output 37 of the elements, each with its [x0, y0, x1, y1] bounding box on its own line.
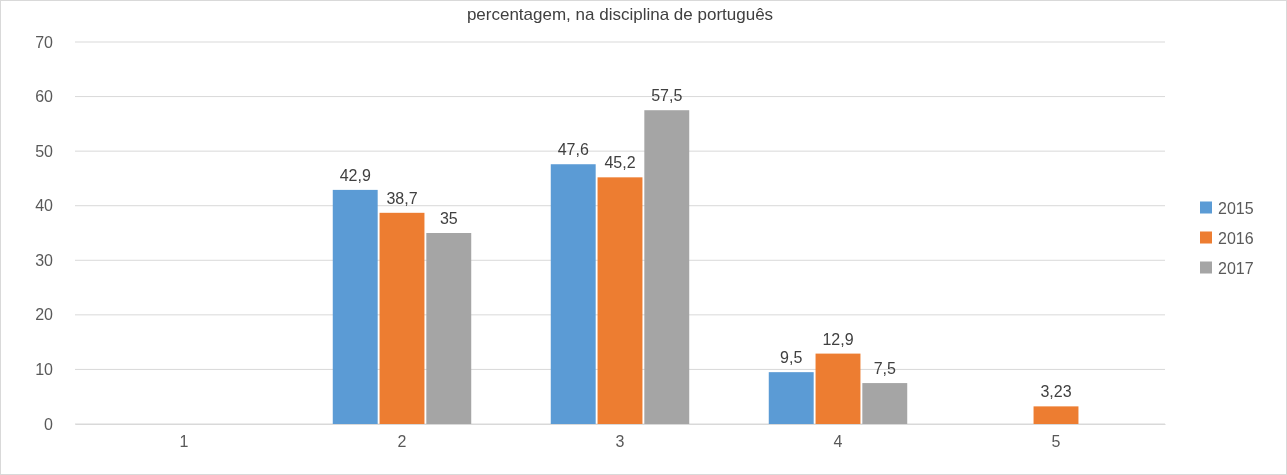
data-label: 7,5 — [873, 360, 896, 378]
bar — [426, 233, 472, 424]
data-label: 57,5 — [651, 87, 683, 105]
bar — [332, 189, 378, 424]
data-label: 45,2 — [604, 154, 636, 172]
y-tick-label: 50 — [35, 142, 54, 160]
x-tick-label: 5 — [1051, 433, 1061, 451]
bar — [550, 164, 596, 424]
bar — [768, 372, 814, 424]
y-tick-label: 60 — [35, 88, 54, 106]
data-label: 38,7 — [386, 189, 418, 207]
data-label: 9,5 — [780, 349, 803, 367]
data-label: 12,9 — [822, 330, 854, 348]
bar — [379, 212, 425, 424]
y-tick-label: 70 — [35, 33, 54, 51]
y-tick-label: 10 — [35, 361, 54, 379]
data-label: 35 — [439, 210, 458, 227]
x-tick-label: 1 — [179, 433, 189, 451]
y-tick-label: 0 — [44, 415, 54, 433]
y-tick-label: 30 — [35, 251, 54, 269]
x-tick-label: 2 — [397, 433, 407, 451]
bar — [597, 177, 643, 424]
data-label: 3,23 — [1040, 383, 1072, 401]
legend-label: 2016 — [1218, 229, 1254, 247]
chart-title: percentagem, na disciplina de português — [466, 5, 774, 24]
y-tick-label: 20 — [35, 306, 54, 324]
x-tick-label: 4 — [833, 433, 843, 451]
bar — [1033, 406, 1079, 424]
data-label: 42,9 — [339, 166, 371, 184]
bar — [862, 383, 908, 424]
bar — [815, 353, 861, 424]
x-tick-label: 3 — [615, 433, 625, 451]
y-tick-label: 40 — [35, 197, 54, 215]
legend-label: 2017 — [1218, 259, 1254, 277]
data-label: 47,6 — [557, 141, 589, 159]
bar — [644, 110, 690, 424]
legend-label: 2015 — [1218, 199, 1254, 217]
